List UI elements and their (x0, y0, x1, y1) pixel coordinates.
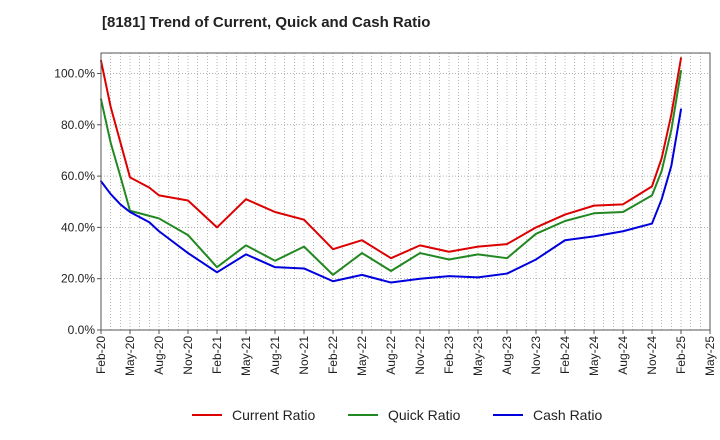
series-lines (100, 57, 682, 284)
legend: Current Ratio Quick Ratio Cash Ratio (192, 407, 602, 423)
y-tick-label: 80.0% (61, 118, 95, 132)
legend-label-current-ratio: Current Ratio (232, 407, 315, 423)
x-tick-label: Aug-23 (500, 336, 514, 375)
x-tick-label: May-20 (123, 336, 137, 376)
plot-border (100, 52, 711, 331)
x-tick-label: Nov-20 (181, 336, 195, 375)
x-tick-label: May-24 (587, 336, 601, 376)
series-line-cash-ratio (100, 108, 682, 284)
x-tick-label: May-21 (239, 336, 253, 376)
x-tick-label: Nov-24 (645, 336, 659, 375)
x-tick-label: May-25 (703, 336, 717, 376)
x-tick-label: Aug-24 (616, 336, 630, 375)
chart-title: [8181] Trend of Current, Quick and Cash … (102, 14, 431, 31)
x-tick-label: Aug-22 (384, 336, 398, 375)
y-tick-label: 60.0% (61, 169, 95, 183)
x-tick-label: Feb-25 (674, 336, 688, 374)
x-tick-label: Feb-24 (558, 336, 572, 374)
plot-area (100, 52, 711, 331)
x-tick-label: Feb-21 (210, 336, 224, 374)
x-tick-label: Nov-22 (413, 336, 427, 375)
legend-label-cash-ratio: Cash Ratio (533, 407, 602, 423)
y-tick-label: 40.0% (61, 220, 95, 234)
x-tick-label: Feb-22 (326, 336, 340, 374)
axis-ticks: 0.0% 20.0% 40.0% 60.0% 80.0% 100.0% Feb-20 May-… (54, 67, 717, 376)
grid-lines (101, 53, 710, 330)
x-tick-label: May-23 (471, 336, 485, 376)
x-tick-label: Nov-21 (297, 336, 311, 375)
x-tick-label: Aug-21 (268, 336, 282, 375)
x-tick-label: Feb-20 (94, 336, 108, 374)
x-tick-label: Nov-23 (529, 336, 543, 375)
legend-label-quick-ratio: Quick Ratio (388, 407, 461, 423)
x-tick-label: Feb-23 (442, 336, 456, 374)
y-tick-label: 100.0% (54, 67, 95, 81)
series-line-current-ratio (100, 57, 682, 260)
x-tick-label: May-22 (355, 336, 369, 376)
series-line-quick-ratio (100, 69, 682, 276)
y-tick-label: 0.0% (68, 323, 96, 337)
y-tick-label: 20.0% (61, 272, 95, 286)
x-tick-label: Aug-20 (152, 336, 166, 375)
